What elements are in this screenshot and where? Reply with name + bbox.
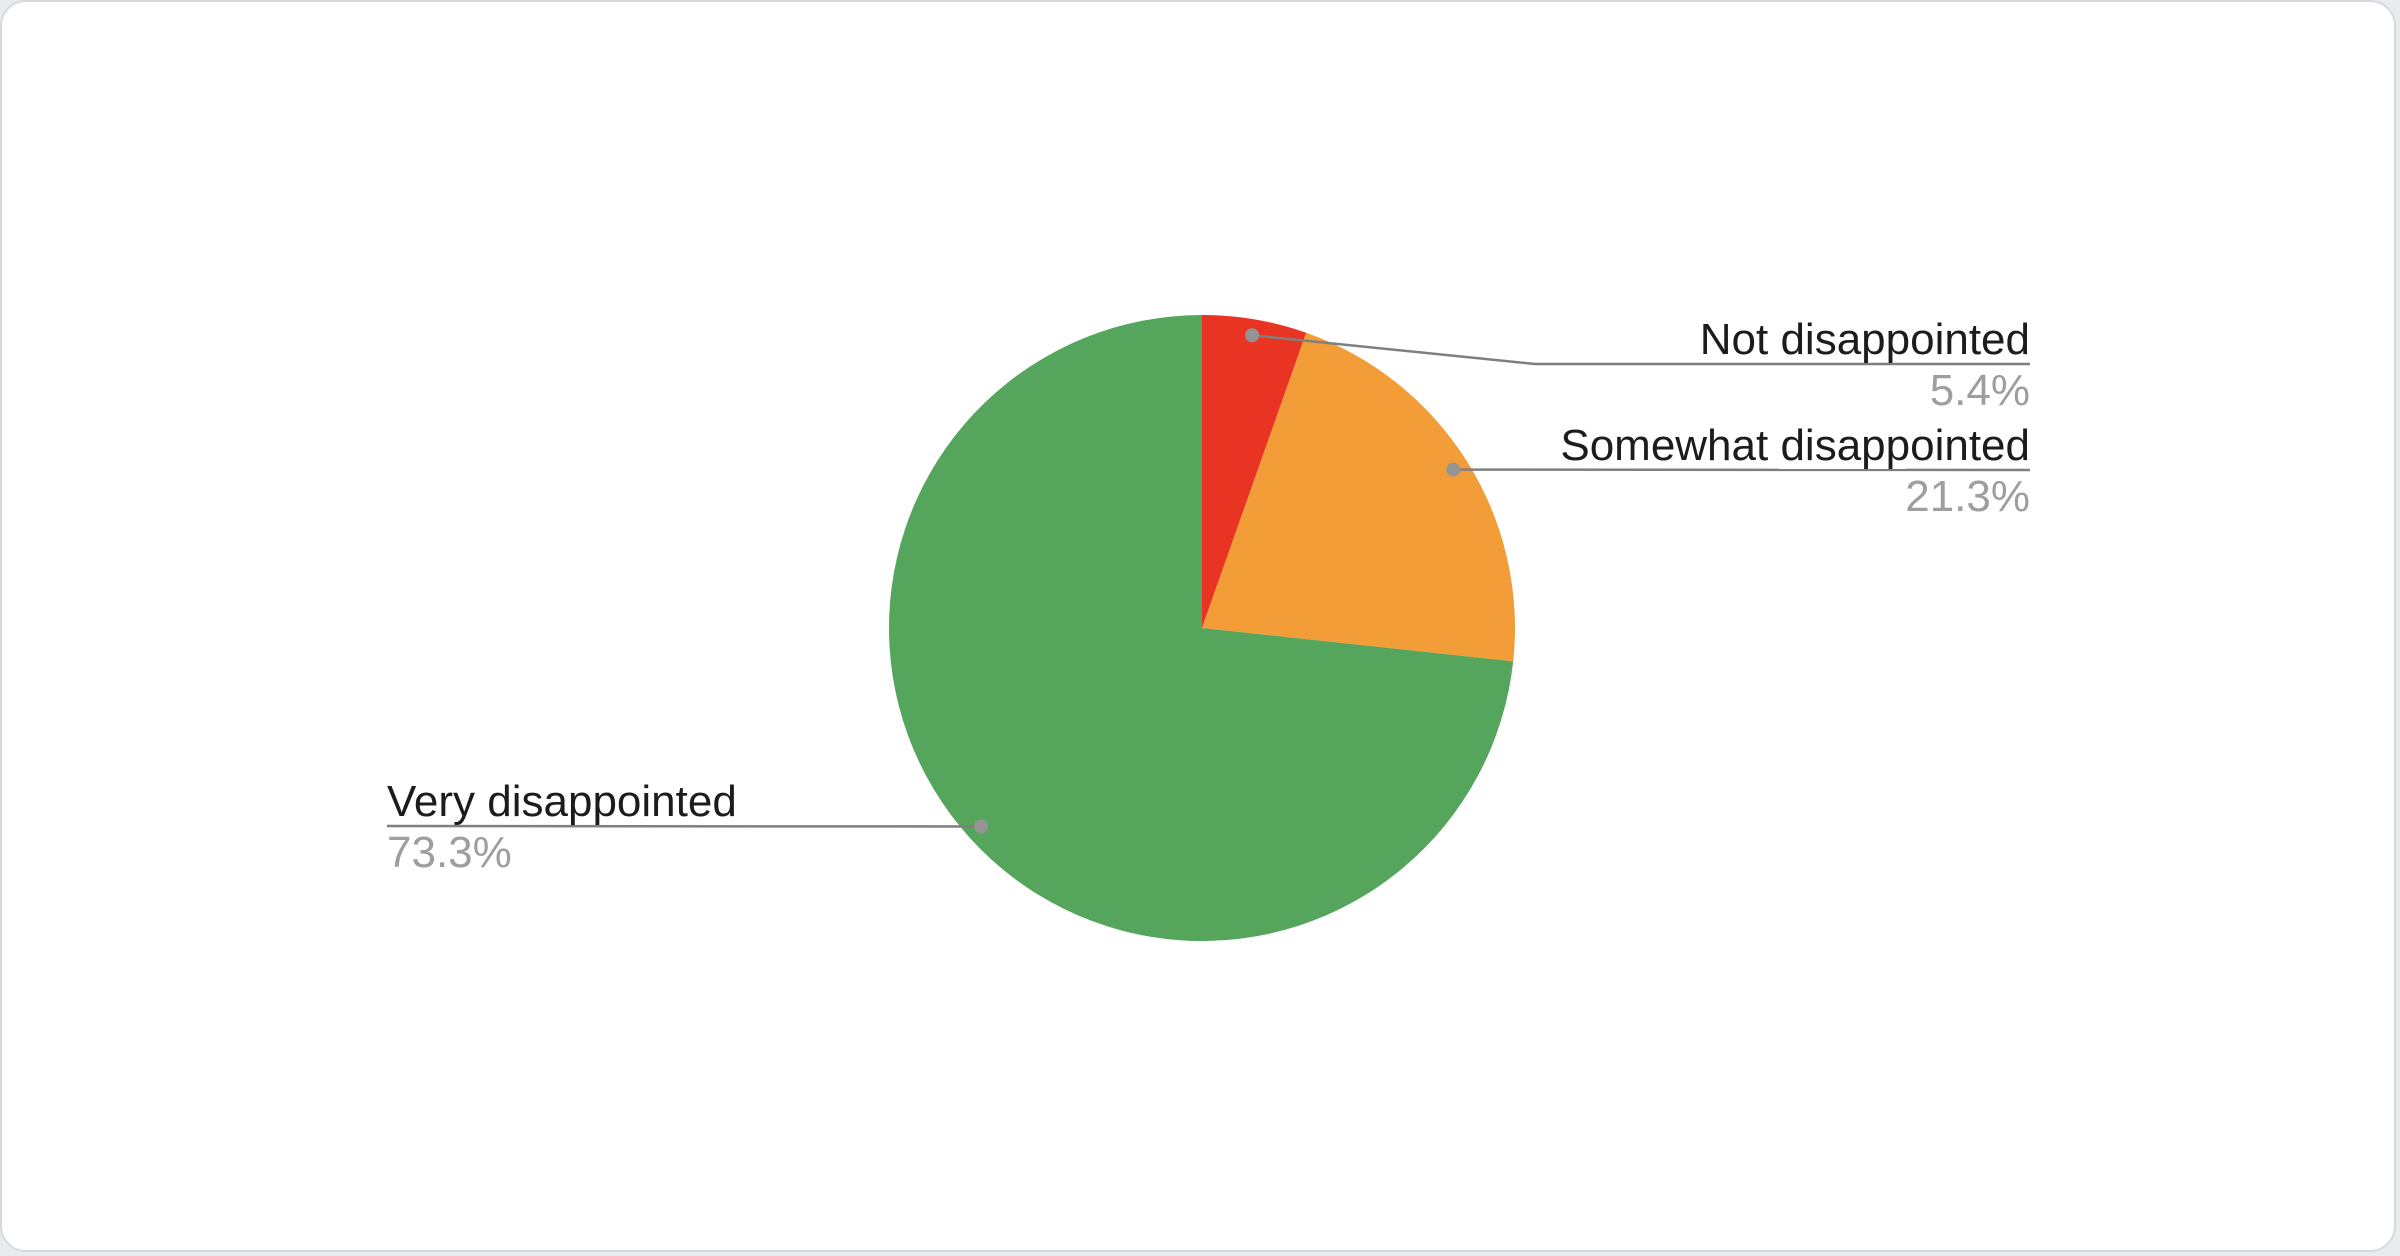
leader-line-not-disappointed — [1251, 334, 2030, 366]
slice-percent-very-disappointed: 73.3% — [387, 828, 512, 877]
pie-slice-not-disappointed[interactable] — [1202, 314, 1307, 628]
leader-lines-group — [386, 334, 2031, 828]
leader-dot-not-disappointed — [1245, 328, 1260, 343]
slice-label-somewhat-disappointed: Somewhat disappointed — [1560, 421, 2030, 470]
slice-percent-not-disappointed: 5.4% — [1930, 366, 2030, 415]
leader-dot-somewhat-disappointed — [1446, 462, 1461, 477]
pie-slice-somewhat-disappointed[interactable] — [1202, 332, 1515, 662]
slice-label-very-disappointed: Very disappointed — [387, 777, 737, 826]
leader-line-very-disappointed — [386, 824, 982, 828]
slice-label-not-disappointed: Not disappointed — [1700, 315, 2030, 364]
pie-slice-very-disappointed[interactable] — [888, 315, 1514, 941]
slice-percent-somewhat-disappointed: 21.3% — [1905, 472, 2030, 521]
leader-dot-very-disappointed — [974, 819, 989, 834]
pie-slices-group — [888, 314, 1515, 941]
leader-dots-group — [974, 328, 1461, 834]
